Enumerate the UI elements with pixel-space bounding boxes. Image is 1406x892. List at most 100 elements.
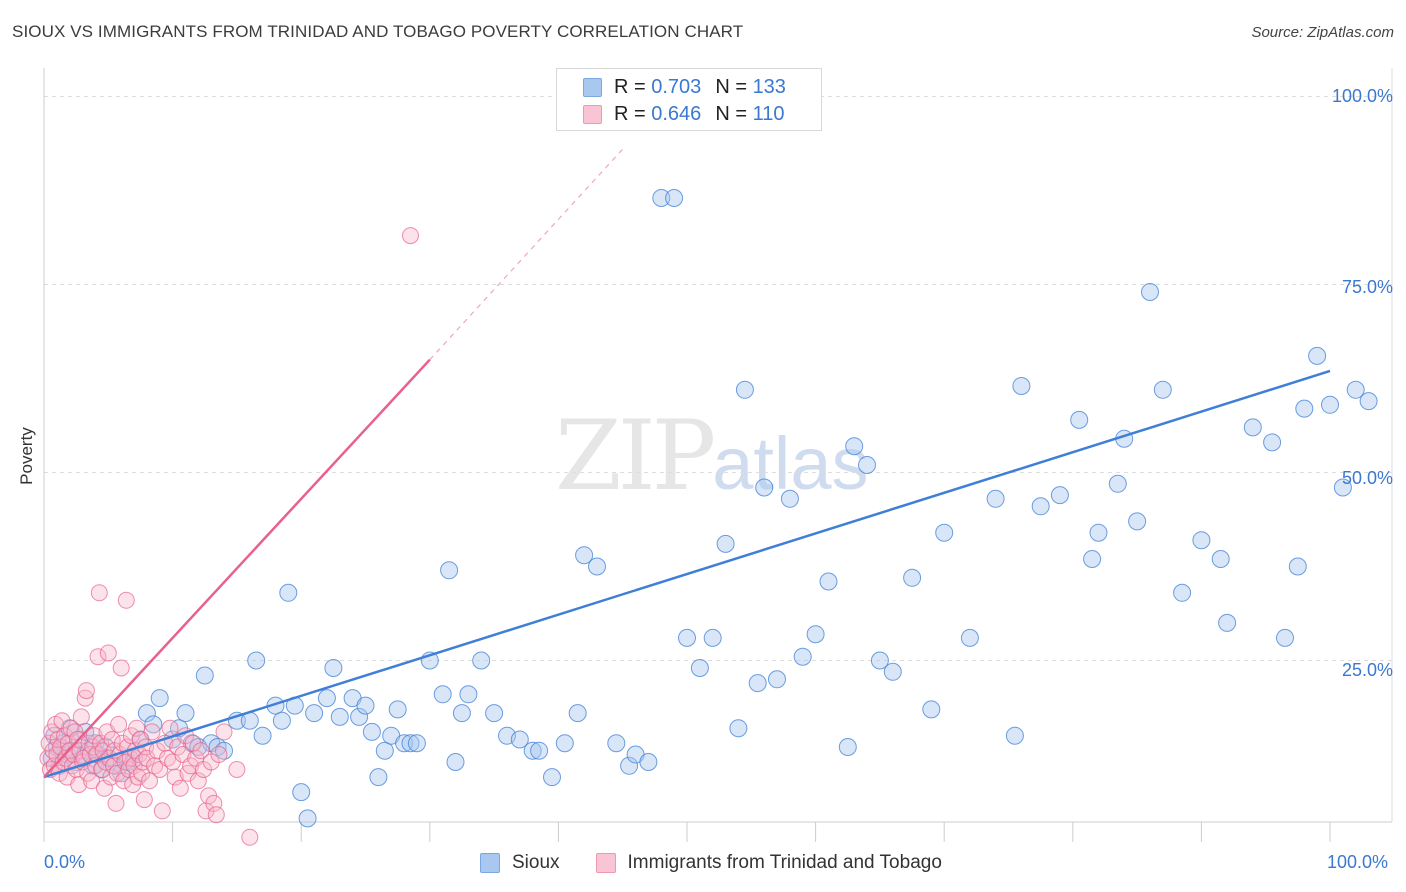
sioux-point [960, 628, 979, 647]
sioux-point [703, 628, 722, 647]
y-tick-25: 25.0% [1341, 660, 1393, 680]
trinidad-point [143, 723, 161, 741]
sioux-point [523, 741, 542, 760]
sioux-point [279, 583, 298, 602]
trinidad-trend-line [43, 358, 431, 778]
sioux-point [678, 628, 696, 647]
sioux-point [195, 666, 214, 685]
legend-r-label: R = [614, 102, 646, 125]
sioux-point [472, 651, 491, 670]
sioux-swatch [583, 77, 602, 97]
sioux-point [1308, 346, 1327, 365]
sioux-point [1211, 550, 1230, 568]
sioux-point [1243, 418, 1262, 437]
sioux-point [1070, 410, 1089, 429]
sioux-point [543, 768, 561, 787]
legend-item-sioux: Sioux [480, 852, 560, 874]
sioux-trend-line [43, 369, 1331, 779]
sioux-point [356, 696, 375, 715]
trinidad-point [72, 708, 90, 726]
x-tick-min: 0.0% [44, 852, 86, 872]
sioux-point [838, 738, 857, 756]
trinidad-point [117, 591, 135, 609]
trinidad-point [77, 682, 95, 700]
stats-legend: R = 0.703 N = 133 R = 0.646 N = 110 [556, 68, 822, 131]
sioux-point [1263, 433, 1282, 452]
trend-lines [43, 148, 1331, 779]
y-tick-50: 50.0% [1341, 468, 1393, 488]
sioux-point [665, 189, 684, 207]
sioux-point [247, 651, 266, 670]
sioux-point [1012, 377, 1031, 395]
chart-title: SIOUX VS IMMIGRANTS FROM TRINIDAD AND TO… [12, 22, 744, 41]
watermark: ZIPatlas [555, 400, 869, 512]
sioux-point [729, 719, 748, 738]
sioux-point [755, 478, 774, 497]
sioux-point [620, 756, 639, 775]
legend-label-sioux: Sioux [512, 852, 560, 873]
trinidad-point [192, 742, 210, 760]
trinidad-point [161, 719, 179, 737]
source-credit: Source: ZipAtlas.com [1251, 24, 1394, 41]
sioux-point [150, 689, 169, 708]
trinidad-point [241, 828, 259, 846]
sioux-point [446, 753, 465, 771]
sioux-point [1031, 497, 1050, 516]
sioux-point [369, 768, 388, 787]
trinidad-point [153, 802, 171, 820]
trinidad-point [141, 772, 158, 790]
trinidad-point [210, 746, 228, 763]
sioux-point [1346, 380, 1365, 399]
sioux-point [845, 437, 864, 456]
sioux-point [440, 561, 459, 580]
sioux-point [395, 734, 414, 753]
sioux-point [530, 741, 549, 760]
watermark-zip: ZIP [555, 400, 716, 512]
sioux-point [433, 685, 452, 704]
sioux-point [317, 689, 336, 708]
legend-n-label: N = [715, 75, 747, 98]
sioux-point [555, 734, 574, 753]
sioux-point [935, 523, 954, 542]
trinidad-point [52, 738, 70, 756]
sioux-point [407, 734, 426, 753]
sioux-point [768, 670, 786, 689]
sioux-point [735, 380, 754, 399]
sioux-points [42, 189, 1378, 828]
sioux-legend-swatch [480, 853, 500, 873]
sioux-point [1173, 583, 1192, 602]
sioux-point [485, 704, 504, 723]
trinidad-point [135, 791, 153, 809]
trinidad-point [99, 644, 117, 662]
sioux-point [1050, 486, 1069, 505]
trinidad-trend-extension [429, 148, 624, 361]
trinidad-point [90, 584, 108, 602]
sioux-point [1128, 512, 1147, 531]
sioux-point [362, 722, 381, 741]
legend-r-value: 0.646 [651, 102, 702, 125]
trinidad-point [89, 648, 107, 666]
sioux-point [253, 726, 272, 745]
legend-r-value: 0.703 [651, 75, 702, 98]
trinidad-point [110, 715, 128, 733]
trinidad-point [205, 794, 223, 812]
y-tick-75: 75.0% [1341, 277, 1393, 297]
sioux-point [575, 546, 594, 565]
sioux-point [780, 489, 799, 508]
sioux-point [1276, 628, 1294, 647]
y-axis-label: Poverty [17, 427, 36, 485]
sioux-point [1108, 474, 1127, 493]
sioux-point [1005, 726, 1024, 745]
sioux-point [459, 685, 478, 704]
sioux-point [1192, 531, 1211, 550]
legend-row-sioux: R = 0.703 N = 133 [583, 75, 786, 99]
sioux-point [272, 711, 291, 730]
sioux-point [510, 730, 529, 749]
sioux-point [607, 734, 626, 753]
sioux-point [330, 707, 349, 726]
sioux-point [806, 625, 825, 644]
trinidad-point [228, 761, 246, 778]
sioux-point [652, 189, 671, 207]
trinidad-point [103, 731, 121, 748]
axes [43, 68, 1393, 842]
